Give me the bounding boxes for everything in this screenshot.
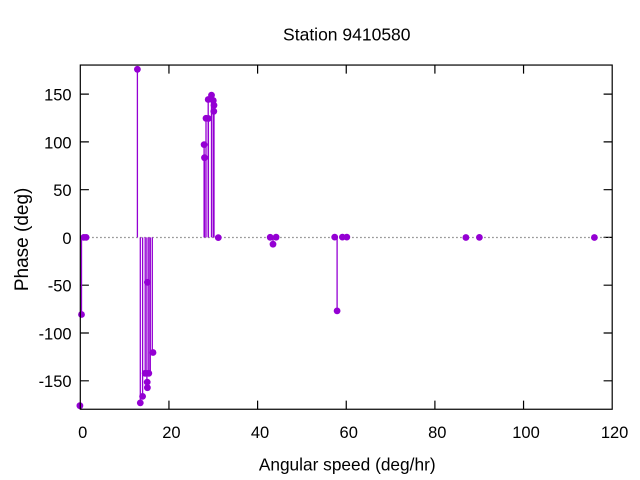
svg-text:50: 50	[53, 182, 71, 200]
svg-text:60: 60	[340, 424, 358, 442]
svg-text:40: 40	[251, 424, 269, 442]
svg-text:0: 0	[62, 230, 71, 248]
svg-text:0: 0	[78, 424, 87, 442]
svg-text:Phase (deg): Phase (deg)	[12, 188, 33, 292]
svg-text:-150: -150	[39, 373, 72, 391]
svg-text:80: 80	[428, 424, 446, 442]
svg-text:100: 100	[512, 424, 540, 442]
svg-text:-50: -50	[48, 278, 72, 296]
svg-text:Angular speed (deg/hr): Angular speed (deg/hr)	[259, 455, 436, 475]
svg-text:100: 100	[44, 134, 72, 152]
svg-text:Station 9410580: Station 9410580	[283, 24, 411, 44]
svg-text:150: 150	[44, 87, 72, 105]
svg-text:-100: -100	[39, 325, 72, 343]
svg-text:120: 120	[601, 424, 629, 442]
svg-text:20: 20	[162, 424, 180, 442]
